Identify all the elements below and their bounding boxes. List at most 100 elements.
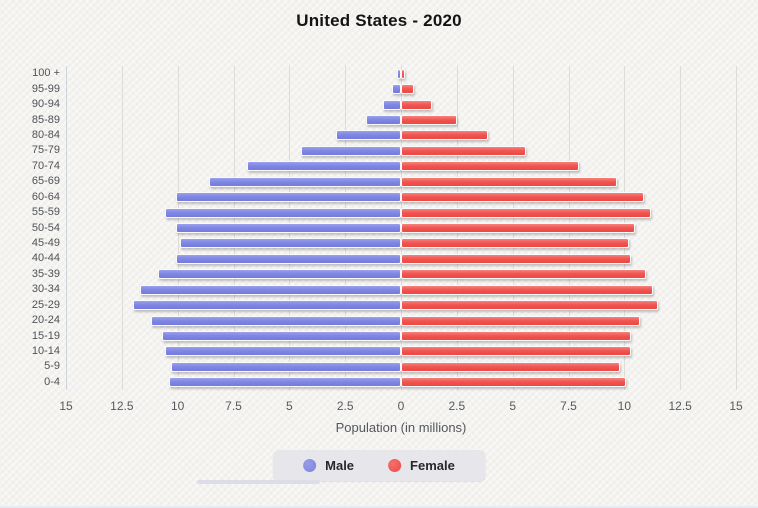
age-group-label: 35-39 — [31, 267, 60, 280]
age-group-label: 45-49 — [31, 236, 60, 249]
pyramid-row — [66, 66, 736, 81]
legend-item-male[interactable]: Male — [303, 458, 354, 473]
female-bar[interactable] — [401, 238, 629, 249]
age-group-label: 95-99 — [31, 82, 60, 95]
male-bar[interactable] — [300, 145, 401, 156]
age-group-label: 55-59 — [31, 206, 60, 219]
age-group-label: 15-19 — [31, 329, 60, 342]
age-group-label: 40-44 — [31, 252, 60, 265]
male-bar[interactable] — [133, 300, 401, 311]
x-tick-label: 10 — [170, 399, 185, 413]
female-bar[interactable] — [401, 130, 488, 141]
age-group-label: 10-14 — [31, 344, 60, 357]
male-bar[interactable] — [336, 130, 401, 141]
age-group-label: 0-4 — [44, 375, 60, 388]
female-bar[interactable] — [401, 192, 645, 203]
pyramid-row — [66, 189, 736, 204]
male-bar[interactable] — [171, 361, 401, 372]
pyramid-row — [66, 174, 736, 189]
x-tick-label: 15 — [729, 399, 743, 413]
male-bar[interactable] — [164, 207, 401, 218]
pyramid-row — [66, 359, 736, 374]
bottom-scroll-strip[interactable] — [197, 480, 320, 484]
female-bar[interactable] — [401, 207, 651, 218]
male-bar[interactable] — [383, 99, 401, 110]
pyramid-row — [66, 297, 736, 312]
pyramid-row — [66, 282, 736, 297]
gridline — [680, 66, 682, 390]
female-bar[interactable] — [401, 161, 580, 172]
x-tick-label: 0 — [397, 399, 405, 413]
female-bar[interactable] — [401, 68, 406, 79]
female-bar[interactable] — [401, 377, 627, 388]
age-group-label: 80-84 — [31, 128, 60, 141]
male-bar[interactable] — [162, 330, 401, 341]
pyramid-row — [66, 375, 736, 390]
x-tick-label: 5 — [509, 399, 516, 413]
age-group-label: 5-9 — [44, 360, 60, 373]
gridline — [736, 66, 737, 390]
female-bar[interactable] — [401, 361, 620, 372]
x-tick-label: 7.5 — [225, 399, 242, 413]
female-bar[interactable] — [401, 99, 433, 110]
male-bar[interactable] — [175, 253, 401, 264]
pyramid-row — [66, 328, 736, 343]
male-bar[interactable] — [151, 315, 401, 326]
female-legend-marker-icon — [388, 459, 402, 472]
age-group-label: 70-74 — [31, 159, 60, 172]
female-bar[interactable] — [401, 176, 618, 187]
male-bar[interactable] — [175, 192, 401, 203]
male-bar[interactable] — [392, 84, 401, 95]
male-bar[interactable] — [209, 176, 401, 187]
pyramid-row — [66, 344, 736, 359]
pyramid-row — [66, 128, 736, 143]
pyramid-row — [66, 251, 736, 266]
x-tick-label: 7.5 — [560, 399, 577, 413]
female-bar[interactable] — [401, 222, 636, 233]
male-bar[interactable] — [164, 346, 401, 357]
pyramid-row — [66, 220, 736, 235]
age-group-label: 20-24 — [31, 314, 60, 327]
female-bar[interactable] — [401, 114, 457, 125]
female-bar[interactable] — [401, 84, 415, 95]
female-bar[interactable] — [401, 330, 631, 341]
female-bar[interactable] — [401, 346, 631, 357]
legend: Male Female — [273, 450, 485, 481]
pyramid-row — [66, 112, 736, 127]
age-group-label: 25-29 — [31, 298, 60, 311]
female-bar[interactable] — [401, 269, 647, 280]
pyramid-row — [66, 313, 736, 328]
female-bar[interactable] — [401, 253, 631, 264]
male-bar[interactable] — [168, 377, 401, 388]
male-bar[interactable] — [139, 284, 401, 295]
female-bar[interactable] — [401, 300, 658, 311]
x-tick-label: 2.5 — [448, 399, 466, 413]
age-group-label: 60-64 — [31, 190, 60, 203]
male-legend-marker-icon — [303, 459, 317, 472]
male-bar[interactable] — [157, 269, 401, 280]
age-group-label: 50-54 — [31, 221, 60, 234]
male-bar[interactable] — [175, 222, 401, 233]
x-tick-label: 2.5 — [336, 399, 354, 413]
age-group-label: 90-94 — [31, 98, 60, 111]
x-tick-label: 10 — [617, 399, 631, 413]
male-bar[interactable] — [396, 68, 401, 79]
age-group-label: 75-79 — [31, 144, 60, 157]
plot-area — [66, 66, 737, 390]
female-bar[interactable] — [401, 284, 654, 295]
female-bar[interactable] — [401, 315, 640, 326]
x-tick-label: 5 — [285, 399, 293, 413]
legend-item-female[interactable]: Female — [388, 458, 455, 473]
male-bar[interactable] — [365, 114, 401, 125]
age-group-label: 85-89 — [31, 113, 60, 126]
pyramid-row — [66, 205, 736, 220]
pyramid-row — [66, 267, 736, 282]
chart-title: United States - 2020 — [296, 11, 462, 30]
male-bar[interactable] — [180, 238, 401, 249]
legend-label-female: Female — [410, 458, 455, 473]
x-tick-label: 12.5 — [110, 399, 134, 413]
male-bar[interactable] — [247, 161, 401, 172]
female-bar[interactable] — [401, 145, 526, 156]
age-group-label: 30-34 — [31, 283, 60, 296]
